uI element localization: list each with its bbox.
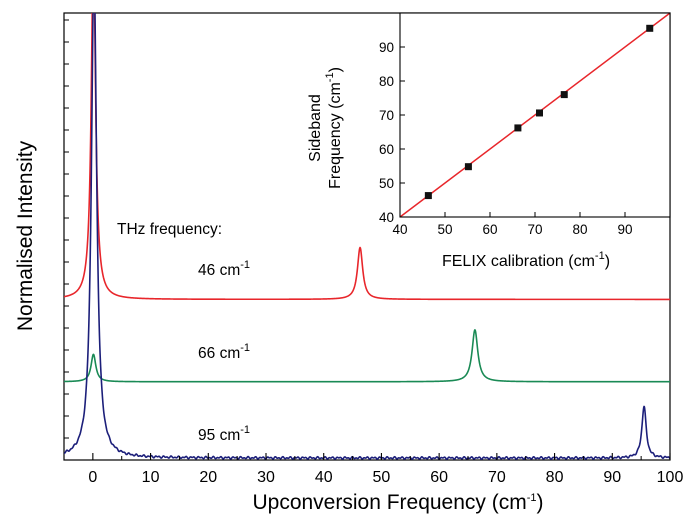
series-label-46-value: 46 bbox=[198, 262, 215, 279]
main-y-ticks bbox=[64, 19, 69, 439]
inset-y-tick-label: 50 bbox=[379, 176, 394, 191]
x-tick-label: 10 bbox=[142, 469, 160, 486]
inset-y-tick-label: 40 bbox=[379, 210, 394, 225]
inset-x-axis-label-sup: -1 bbox=[595, 250, 605, 262]
main-plot: 0 10 20 30 40 50 60 70 80 90 100 Upconversion Freq… bbox=[14, 12, 684, 514]
x-tick-label: 20 bbox=[199, 469, 217, 486]
main-x-axis-label: Upconversion Frequency (cm-1) bbox=[252, 491, 543, 514]
main-x-axis-label-sup: -1 bbox=[527, 492, 537, 504]
main-x-ticks: 0 10 20 30 40 50 60 70 80 90 100 bbox=[63, 453, 684, 486]
x-tick-label: 50 bbox=[373, 469, 391, 486]
thz-annotation: THz frequency: bbox=[117, 221, 222, 238]
series-line-95 bbox=[64, 13, 670, 460]
inset-x-tick-label: 60 bbox=[482, 222, 497, 237]
inset-x-tick-label: 40 bbox=[392, 222, 407, 237]
series-line-46 bbox=[64, 13, 670, 301]
inset-x-tick-label: 70 bbox=[527, 222, 542, 237]
series-label-66: 66 cm-1 bbox=[198, 342, 250, 362]
inset-y-tick-label: 90 bbox=[379, 40, 394, 55]
series-label-95: 95 cm-1 bbox=[198, 424, 250, 444]
inset-data-point bbox=[536, 109, 543, 117]
inset-fit-line bbox=[399, 12, 671, 218]
inset-x-tick-label: 80 bbox=[572, 222, 587, 237]
x-tick-label: 100 bbox=[657, 469, 684, 486]
x-tick-label: 30 bbox=[257, 469, 275, 486]
main-y-axis-label: Normalised Intensity bbox=[14, 140, 37, 331]
series-label-95-value: 95 bbox=[198, 427, 215, 444]
inset-content bbox=[399, 12, 671, 218]
inset-y-tick-label: 70 bbox=[379, 108, 394, 123]
inset-y-tick-label: 60 bbox=[379, 142, 394, 157]
x-tick-label: 40 bbox=[315, 469, 333, 486]
series-label-95-sup: -1 bbox=[240, 424, 250, 436]
x-tick-label: 0 bbox=[88, 469, 97, 486]
x-tick-label: 80 bbox=[546, 469, 564, 486]
series-label-95-unit: cm bbox=[220, 427, 241, 444]
x-tick-label: 90 bbox=[603, 469, 621, 486]
main-series-group bbox=[64, 13, 670, 460]
inset-x-tick-label: 50 bbox=[437, 222, 452, 237]
main-plot-frame bbox=[63, 12, 671, 461]
inset-y-tick-label: 80 bbox=[379, 74, 394, 89]
x-tick-label: 60 bbox=[430, 469, 448, 486]
inset-x-tick-label: 90 bbox=[617, 222, 632, 237]
series-label-66-value: 66 bbox=[198, 345, 215, 362]
series-label-66-unit: cm bbox=[220, 345, 241, 362]
inset-plot: 40 50 60 70 80 90 40 50 60 70 80 90 FELIX calibrati… bbox=[307, 12, 671, 270]
inset-ticks: 40 50 60 70 80 90 40 50 60 70 80 90 bbox=[379, 40, 633, 237]
inset-data-point bbox=[560, 91, 568, 99]
inset-x-axis-label: FELIX calibration (cm-1) bbox=[442, 250, 610, 270]
inset-data-point bbox=[646, 24, 654, 32]
inset-data-point bbox=[424, 192, 432, 200]
series-line-66 bbox=[64, 329, 670, 383]
inset-y-axis-label-line1: Sideband bbox=[307, 94, 324, 162]
main-x-axis-label-close: ) bbox=[537, 491, 544, 514]
inset-data-point bbox=[464, 163, 472, 171]
inset-y-axis-label-close: ) bbox=[327, 67, 344, 72]
inset-y-axis-label-sup: -1 bbox=[324, 72, 336, 82]
series-label-66-sup: -1 bbox=[240, 342, 250, 354]
inset-y-axis-label-line2: Frequency (cm-1) bbox=[324, 67, 344, 189]
series-label-46-unit: cm bbox=[220, 262, 241, 279]
inset-data-point bbox=[514, 124, 522, 132]
series-label-46-sup: -1 bbox=[240, 259, 250, 271]
inset-x-axis-label-close: ) bbox=[605, 253, 610, 270]
series-label-46: 46 cm-1 bbox=[198, 259, 250, 279]
x-tick-label: 70 bbox=[488, 469, 506, 486]
